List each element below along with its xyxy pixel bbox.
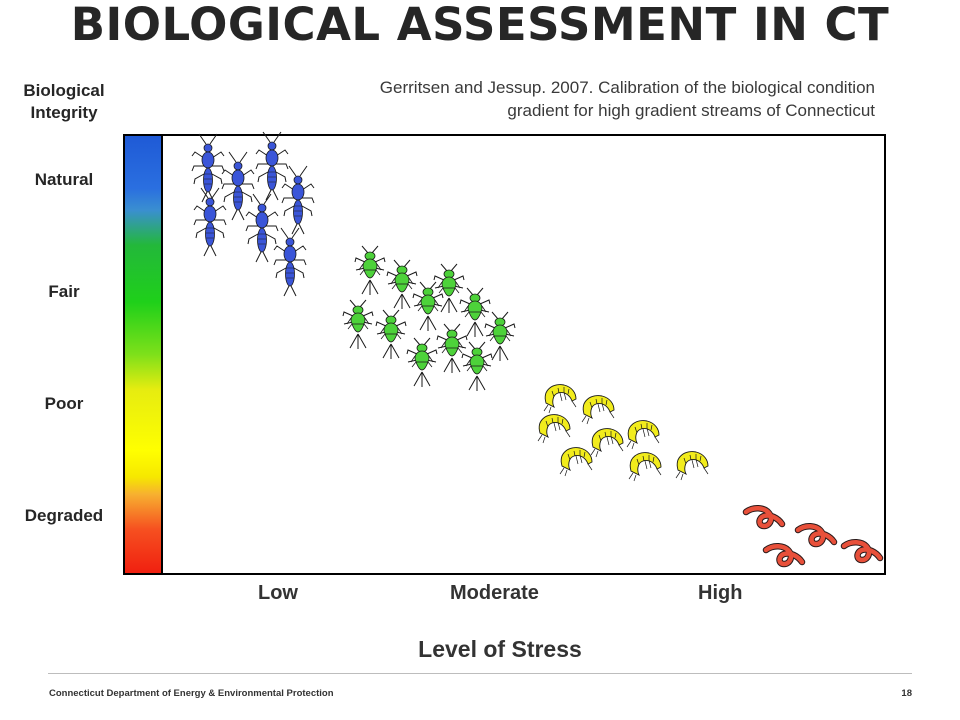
stonefly-icon [245, 193, 279, 263]
stonefly-icon [221, 151, 255, 221]
y-axis-title: Biological Integrity [12, 80, 116, 124]
y-axis-title-text: Biological Integrity [23, 81, 105, 122]
stress-moderate: Moderate [450, 582, 539, 604]
mayfly-icon [375, 309, 407, 359]
shrimp-icon [543, 384, 577, 414]
footer-divider [48, 673, 912, 674]
stonefly-icon [193, 187, 227, 257]
stress-high: High [698, 582, 743, 604]
mayfly-icon [354, 245, 386, 295]
mayfly-icon [342, 299, 374, 349]
level-fair: Fair [48, 282, 80, 301]
citation-line-2: gradient for high gradient streams of Co… [507, 101, 875, 120]
footer-text: Connecticut Department of Energy & Envir… [49, 688, 334, 699]
worm-icon [794, 523, 838, 548]
worm-icon [762, 543, 806, 568]
mayfly-icon [406, 337, 438, 387]
level-degraded: Degraded [24, 506, 104, 525]
mayfly-icon [459, 287, 491, 337]
citation-line-1: Gerritsen and Jessup. 2007. Calibration … [379, 78, 875, 97]
shrimp-icon [628, 452, 662, 482]
worm-icon [742, 505, 786, 530]
level-natural: Natural [34, 170, 94, 189]
mayfly-icon [412, 281, 444, 331]
shrimp-icon [559, 447, 593, 477]
level-poor: Poor [44, 394, 84, 413]
mayfly-icon [461, 341, 493, 391]
mayfly-icon [484, 311, 516, 361]
mayfly-icon [436, 323, 468, 373]
x-axis-title: Level of Stress [418, 636, 582, 662]
stonefly-icon [255, 131, 289, 201]
shrimp-icon [581, 395, 615, 425]
shrimp-icon [675, 451, 709, 481]
page-number: 18 [901, 688, 912, 699]
shrimp-icon [590, 428, 624, 458]
integrity-color-bar [125, 136, 163, 573]
mayfly-icon [386, 259, 418, 309]
stonefly-icon [281, 165, 315, 235]
citation: Gerritsen and Jessup. 2007. Calibration … [380, 76, 875, 122]
mayfly-icon [433, 263, 465, 313]
shrimp-icon [626, 420, 660, 450]
stonefly-icon [191, 133, 225, 203]
stress-low: Low [258, 582, 298, 604]
shrimp-icon [537, 414, 571, 444]
worm-icon [840, 539, 884, 564]
stonefly-icon [273, 227, 307, 297]
page-title: BIOLOGICAL ASSESSMENT IN CT [70, 0, 890, 51]
